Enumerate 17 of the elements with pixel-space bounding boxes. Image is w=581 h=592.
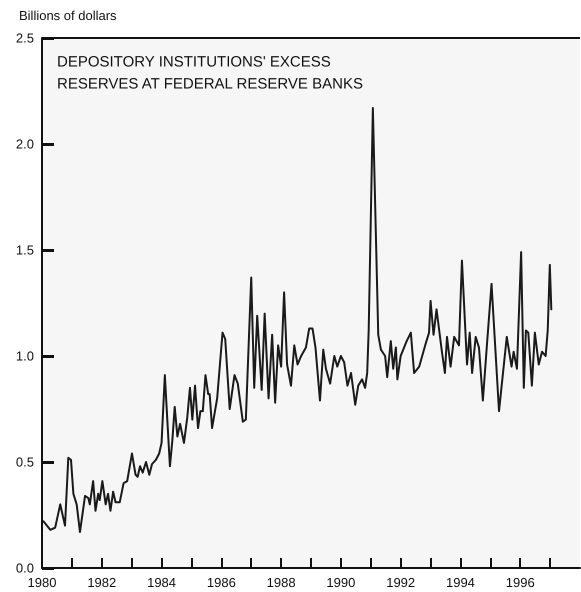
y-tick-label: 0.0 bbox=[16, 560, 34, 576]
x-tick-label: 1988 bbox=[266, 575, 296, 590]
y-tick-label: 1.0 bbox=[16, 348, 34, 364]
y-tick-label: 2.5 bbox=[16, 30, 34, 46]
x-tick-label: 1986 bbox=[206, 575, 236, 590]
x-tick-label: 1996 bbox=[506, 575, 535, 590]
y-tick-label: 0.5 bbox=[16, 454, 34, 470]
x-tick-label: 1990 bbox=[326, 575, 356, 590]
y-axis-title: Billions of dollars bbox=[19, 8, 118, 23]
y-tick-label: 1.5 bbox=[16, 242, 34, 258]
x-tick-label: 1982 bbox=[87, 575, 116, 590]
text: DEPOSITORY INSTITUTIONS' EXCESS RESERVES AT FEDERAL RESERVE BANKS bbox=[57, 54, 363, 92]
x-tick-label: 1980 bbox=[28, 575, 56, 590]
x-tick-label: 1994 bbox=[446, 575, 475, 590]
y-tick-label: 2.0 bbox=[16, 136, 34, 152]
x-tick-label: 1992 bbox=[386, 575, 416, 590]
x-tick-label: 1984 bbox=[147, 575, 176, 590]
